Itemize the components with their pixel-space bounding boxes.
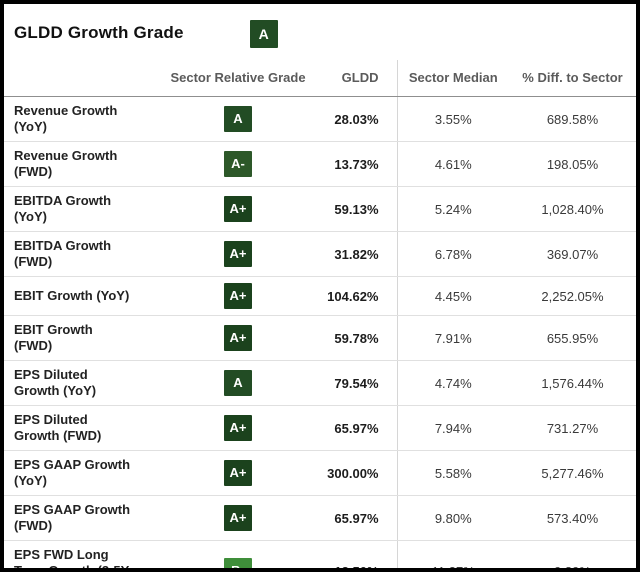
pct-diff-value: 655.95% bbox=[509, 315, 636, 361]
pct-diff-value: 369.07% bbox=[509, 231, 636, 277]
gldd-value: 65.97% bbox=[322, 405, 397, 451]
table-row: EBITDA Growth (FWD) A+ 31.82% 6.78% 369.… bbox=[4, 231, 636, 277]
table-row: EPS Diluted Growth (FWD) A+ 65.97% 7.94%… bbox=[4, 405, 636, 451]
sector-median-value: 5.24% bbox=[396, 186, 509, 232]
grade-cell: A+ bbox=[154, 276, 322, 316]
grade-badge: A bbox=[224, 370, 252, 396]
grade-cell: A+ bbox=[154, 231, 322, 277]
metric-label: EPS Diluted Growth (YoY) bbox=[4, 360, 154, 406]
pct-diff-value: 5,277.46% bbox=[509, 450, 636, 496]
metric-label: EPS FWD Long Term Growth (3-5Y CAGR) bbox=[14, 547, 130, 572]
table-row: EBIT Growth (YoY) A+ 104.62% 4.45% 2,252… bbox=[4, 276, 636, 316]
grade-badge: A+ bbox=[223, 505, 253, 531]
grade-cell: A- bbox=[154, 141, 322, 187]
metric-label: EBIT Growth (FWD) bbox=[4, 315, 154, 361]
table-row: EPS FWD Long Term Growth (3-5Y CAGR) B- … bbox=[4, 540, 636, 572]
sector-median-value: 6.78% bbox=[396, 231, 509, 277]
grade-badge: A+ bbox=[223, 241, 253, 267]
grade-badge: A- bbox=[224, 151, 252, 177]
table-row: EBITDA Growth (YoY) A+ 59.13% 5.24% 1,02… bbox=[4, 186, 636, 232]
grade-cell: A+ bbox=[154, 450, 322, 496]
gldd-value: 300.00% bbox=[322, 450, 397, 496]
table-row: EBIT Growth (FWD) A+ 59.78% 7.91% 655.95… bbox=[4, 315, 636, 361]
grade-cell: A bbox=[154, 360, 322, 406]
gldd-value: 59.78% bbox=[322, 315, 397, 361]
grade-badge: A+ bbox=[223, 325, 253, 351]
pct-diff-value: 9.89% bbox=[554, 563, 591, 572]
sector-median-value: 9.80% bbox=[396, 495, 509, 541]
grade-badge: B- bbox=[224, 558, 252, 568]
grade-badge: A+ bbox=[223, 283, 253, 309]
grade-cell: A+ bbox=[154, 405, 322, 451]
column-header-sector-median: Sector Median bbox=[396, 60, 509, 97]
grade-badge: A+ bbox=[223, 415, 253, 441]
pct-diff-value: 1,576.44% bbox=[509, 360, 636, 406]
growth-grade-table: Sector Relative Grade GLDD Sector Median… bbox=[4, 60, 636, 572]
sector-median-value: 4.61% bbox=[396, 141, 509, 187]
title-bar: GLDD Growth Grade A bbox=[4, 4, 636, 48]
pct-diff-value: 2,252.05% bbox=[509, 276, 636, 316]
sector-median-value: 7.91% bbox=[396, 315, 509, 361]
metric-label: EBIT Growth (YoY) bbox=[4, 276, 154, 316]
sector-median-value: 11.37% bbox=[396, 540, 509, 568]
column-header-gldd: GLDD bbox=[322, 60, 397, 97]
grade-cell: B- bbox=[154, 541, 322, 568]
gldd-value: 65.97% bbox=[322, 495, 397, 541]
table-row: EPS GAAP Growth (FWD) A+ 65.97% 9.80% 57… bbox=[4, 495, 636, 541]
grade-cell: A+ bbox=[154, 315, 322, 361]
sector-median-value: 4.74% bbox=[396, 360, 509, 406]
grade-cell: A+ bbox=[154, 495, 322, 541]
gldd-value: 28.03% bbox=[322, 96, 397, 142]
metric-label: EPS Diluted Growth (FWD) bbox=[4, 405, 154, 451]
grade-cell: A bbox=[154, 96, 322, 142]
grade-badge: A+ bbox=[223, 196, 253, 222]
page-title: GLDD Growth Grade bbox=[14, 22, 184, 42]
column-header-pct-diff: % Diff. to Sector bbox=[509, 60, 636, 97]
gldd-value: 104.62% bbox=[322, 276, 397, 316]
pct-diff-value: 198.05% bbox=[509, 141, 636, 187]
metric-label: EBITDA Growth (YoY) bbox=[4, 186, 154, 232]
metric-label: EPS GAAP Growth (YoY) bbox=[4, 450, 154, 496]
gldd-value: 13.73% bbox=[322, 141, 397, 187]
table-row: Revenue Growth (YoY) A 28.03% 3.55% 689.… bbox=[4, 96, 636, 142]
grade-cell: A+ bbox=[154, 186, 322, 232]
grade-badge: A+ bbox=[223, 460, 253, 486]
metric-label: Revenue Growth (FWD) bbox=[4, 141, 154, 187]
gldd-value: 59.13% bbox=[322, 186, 397, 232]
pct-diff-value: 731.27% bbox=[509, 405, 636, 451]
sector-median-value: 5.58% bbox=[396, 450, 509, 496]
sector-median-value: 3.55% bbox=[396, 96, 509, 142]
table-row: Revenue Growth (FWD) A- 13.73% 4.61% 198… bbox=[4, 141, 636, 187]
gldd-value: 79.54% bbox=[322, 360, 397, 406]
pct-diff-value: 689.58% bbox=[509, 96, 636, 142]
column-header-sector-relative-grade: Sector Relative Grade bbox=[154, 60, 322, 97]
gldd-value: 12.50% bbox=[334, 563, 379, 572]
sector-median-value: 4.45% bbox=[396, 276, 509, 316]
metric-label: Revenue Growth (YoY) bbox=[4, 96, 154, 142]
table-header-row: Sector Relative Grade GLDD Sector Median… bbox=[4, 60, 636, 97]
metric-label: EBITDA Growth (FWD) bbox=[4, 231, 154, 277]
pct-diff-value: 1,028.40% bbox=[509, 186, 636, 232]
column-header-metric bbox=[4, 60, 154, 97]
table-row: EPS Diluted Growth (YoY) A 79.54% 4.74% … bbox=[4, 360, 636, 406]
sector-median-value: 7.94% bbox=[396, 405, 509, 451]
gldd-value: 31.82% bbox=[322, 231, 397, 277]
table-row: EPS GAAP Growth (YoY) A+ 300.00% 5.58% 5… bbox=[4, 450, 636, 496]
pct-diff-value: 573.40% bbox=[509, 495, 636, 541]
metric-label: EPS GAAP Growth (FWD) bbox=[4, 495, 154, 541]
overall-grade-badge: A bbox=[249, 19, 278, 48]
grade-badge: A bbox=[224, 106, 252, 132]
